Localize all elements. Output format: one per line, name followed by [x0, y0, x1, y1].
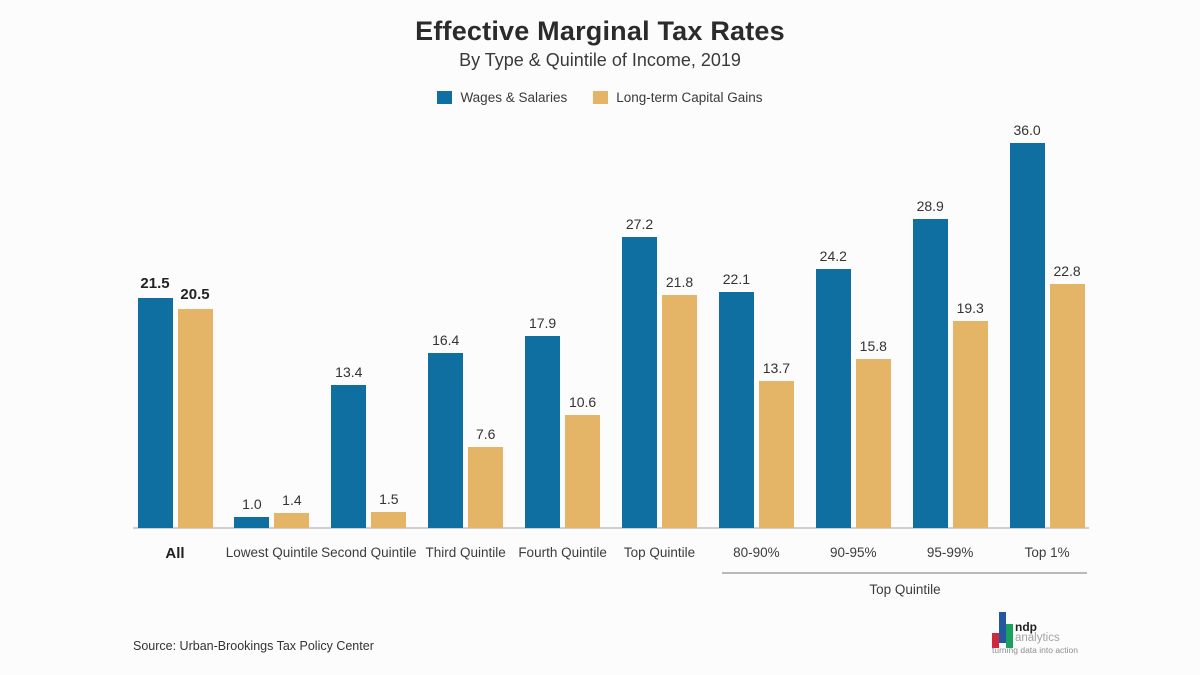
chart-subtitle: By Type & Quintile of Income, 2019 — [459, 50, 741, 70]
x-axis-label-80-90: 80-90% — [733, 545, 780, 560]
legend-item-wages-salaries: Wages & Salaries — [437, 90, 567, 105]
bar-value-label: 1.4 — [282, 492, 302, 508]
bar-value-label: 1.0 — [242, 496, 262, 512]
bar-long-term-capital-gains-90-95 — [855, 359, 891, 528]
logo-green-bar-icon — [1006, 624, 1013, 648]
bar-long-term-capital-gains-80-90 — [758, 381, 794, 528]
legend-item-long-term-capital-gains: Long-term Capital Gains — [593, 90, 763, 105]
x-axis-label-fourth-quintile: Fourth Quintile — [518, 545, 607, 560]
bar-value-label: 22.8 — [1053, 263, 1081, 279]
bar-wages-salaries-third-quintile — [428, 353, 464, 528]
legend-label: Long-term Capital Gains — [616, 90, 763, 105]
bar-value-label: 10.6 — [568, 394, 597, 410]
bar-value-label: 28.9 — [916, 198, 944, 214]
bar-wages-salaries-95-99 — [912, 219, 948, 528]
x-axis-label-all: All — [165, 545, 185, 562]
bar-wages-salaries-all — [137, 298, 173, 528]
bar-value-label: 20.5 — [180, 286, 210, 303]
bar-wages-salaries-second-quintile — [331, 385, 367, 528]
bar-value-label: 13.7 — [762, 360, 791, 376]
bar-wages-salaries-lowest-quintile — [234, 517, 270, 528]
ndp-analytics-logo: ndp analytics turning data into action — [988, 608, 1108, 662]
bar-value-label: 1.5 — [379, 491, 399, 507]
bar-long-term-capital-gains-fourth-quintile — [565, 415, 601, 528]
legend-swatch-icon — [437, 91, 453, 104]
legend: Wages & Salaries Long-term Capital Gains — [0, 90, 1200, 105]
top-quintile-bracket-line — [722, 572, 1087, 574]
bar-long-term-capital-gains-top-quintile — [662, 295, 697, 528]
legend-swatch-icon — [593, 91, 609, 104]
legend-label: Wages & Salaries — [460, 90, 568, 105]
bar-long-term-capital-gains-all — [177, 309, 213, 528]
bar-value-label: 16.4 — [432, 332, 460, 348]
bar-value-label: 19.3 — [956, 300, 984, 316]
bar-value-label: 7.6 — [475, 426, 496, 442]
bar-value-label: 21.8 — [665, 274, 694, 290]
x-axis-label-lowest-quintile: Lowest Quintile — [225, 545, 319, 560]
x-axis-label-top-1: Top 1% — [1024, 545, 1070, 560]
source-note: Source: Urban-Brookings Tax Policy Cente… — [133, 639, 374, 653]
logo-name: ndp — [1015, 620, 1037, 634]
logo-subname: analytics — [1015, 632, 1060, 644]
x-axis-label-third-quintile: Third Quintile — [425, 545, 506, 560]
logo-blue-bar-icon — [999, 612, 1006, 643]
bar-wages-salaries-90-95 — [815, 269, 851, 528]
bar-value-label: 24.2 — [819, 248, 847, 264]
bar-wages-salaries-80-90 — [718, 292, 754, 528]
bar-value-label: 36.0 — [1013, 122, 1041, 138]
logo-red-bar-icon — [992, 633, 999, 648]
bar-value-label: 13.4 — [335, 364, 363, 380]
bar-wages-salaries-fourth-quintile — [525, 336, 561, 528]
x-axis-line — [133, 527, 1089, 529]
top-quintile-bracket-label: Top Quintile — [869, 582, 941, 597]
bar-value-label: 17.9 — [528, 315, 557, 331]
bar-wages-salaries-top-quintile — [622, 237, 657, 528]
bar-long-term-capital-gains-lowest-quintile — [274, 513, 310, 528]
bar-long-term-capital-gains-second-quintile — [371, 512, 407, 528]
x-axis-label-90-95: 90-95% — [830, 545, 877, 560]
logo-tagline: turning data into action — [992, 645, 1079, 655]
bar-value-label: 22.1 — [722, 271, 751, 287]
bar-long-term-capital-gains-third-quintile — [468, 447, 504, 528]
bar-wages-salaries-top-1 — [1009, 143, 1045, 528]
x-axis-label-95-99: 95-99% — [926, 545, 974, 560]
bar-value-label: 21.5 — [140, 275, 170, 292]
chart-title: Effective Marginal Tax Rates — [415, 16, 785, 46]
x-axis-label-second-quintile: Second Quintile — [321, 545, 417, 560]
bar-value-label: 15.8 — [859, 338, 887, 354]
bar-long-term-capital-gains-95-99 — [952, 321, 988, 528]
bar-long-term-capital-gains-top-1 — [1049, 284, 1085, 528]
bar-value-label: 27.2 — [625, 216, 654, 232]
x-axis-label-top-quintile: Top Quintile — [623, 545, 696, 560]
